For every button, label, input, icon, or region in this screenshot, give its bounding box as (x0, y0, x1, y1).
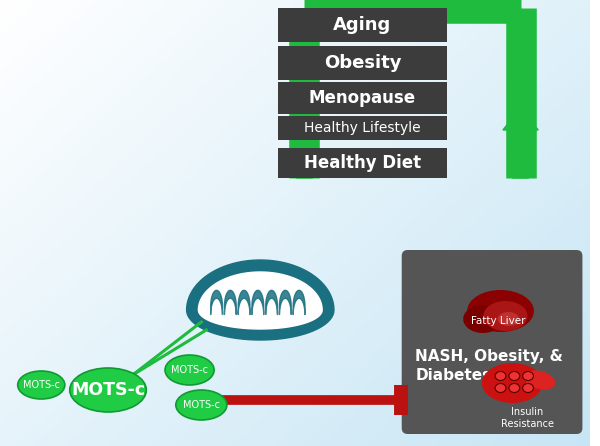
Text: Healthy Diet: Healthy Diet (304, 154, 421, 172)
Bar (278, 116, 447, 140)
Bar (278, 148, 447, 178)
Text: MOTS-c: MOTS-c (183, 400, 220, 410)
Ellipse shape (467, 290, 534, 332)
Bar (278, 8, 447, 42)
Text: Insulin
Resistance: Insulin Resistance (500, 407, 554, 429)
FancyArrow shape (287, 108, 322, 178)
Ellipse shape (523, 372, 533, 380)
Bar (278, 46, 447, 80)
Ellipse shape (165, 355, 214, 385)
FancyArrow shape (503, 108, 538, 178)
Text: Aging: Aging (333, 16, 392, 34)
Text: Menopause: Menopause (309, 89, 416, 107)
Ellipse shape (509, 372, 520, 380)
Text: MOTS-c: MOTS-c (23, 380, 60, 390)
Ellipse shape (495, 384, 506, 392)
Ellipse shape (70, 368, 146, 412)
Ellipse shape (497, 312, 519, 326)
Text: MOTS-c: MOTS-c (71, 381, 145, 399)
Bar (278, 82, 447, 114)
Polygon shape (187, 260, 334, 340)
Text: MOTS-c: MOTS-c (171, 365, 208, 375)
Text: Healthy Lifestyle: Healthy Lifestyle (304, 121, 421, 135)
Ellipse shape (482, 363, 543, 403)
FancyBboxPatch shape (402, 250, 583, 434)
Ellipse shape (524, 370, 555, 390)
Ellipse shape (484, 301, 527, 331)
Ellipse shape (463, 305, 502, 333)
Ellipse shape (176, 390, 227, 420)
Polygon shape (199, 272, 322, 329)
Text: Obesity: Obesity (323, 54, 401, 72)
Ellipse shape (495, 372, 506, 380)
Ellipse shape (509, 384, 520, 392)
Ellipse shape (523, 384, 533, 392)
Ellipse shape (17, 371, 65, 399)
Text: NASH, Obesity, &
Diabetes: NASH, Obesity, & Diabetes (415, 349, 563, 384)
Text: Fatty Liver: Fatty Liver (471, 316, 526, 326)
